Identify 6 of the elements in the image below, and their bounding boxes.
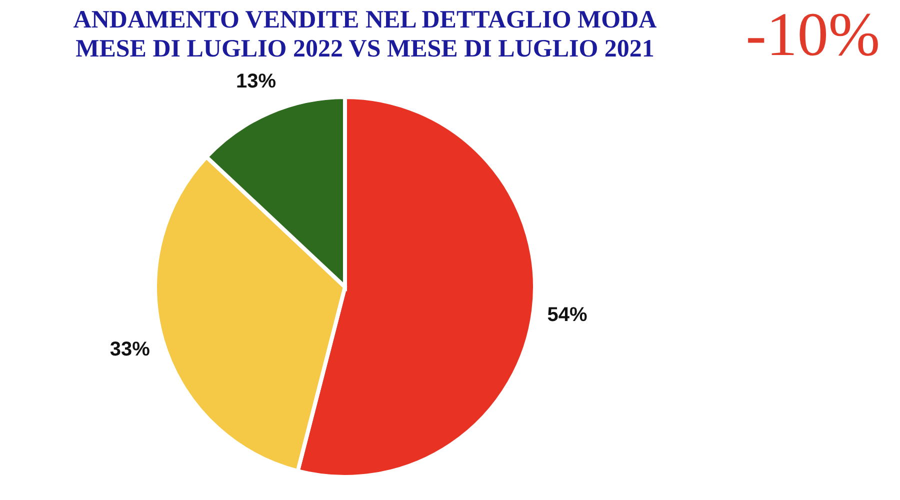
text: -10% — [746, 1, 880, 69]
data-label: 54% — [547, 304, 588, 326]
chart-title: ANDAMENTO VENDITE NEL DETTAGLIO MODA — [73, 6, 657, 34]
chart-subtitle: MESE DI LUGLIO 2022 VS MESE DI LUGLIO 2021 — [76, 35, 654, 62]
data-label: 33% — [110, 338, 150, 360]
data-label: 13% — [236, 70, 276, 92]
